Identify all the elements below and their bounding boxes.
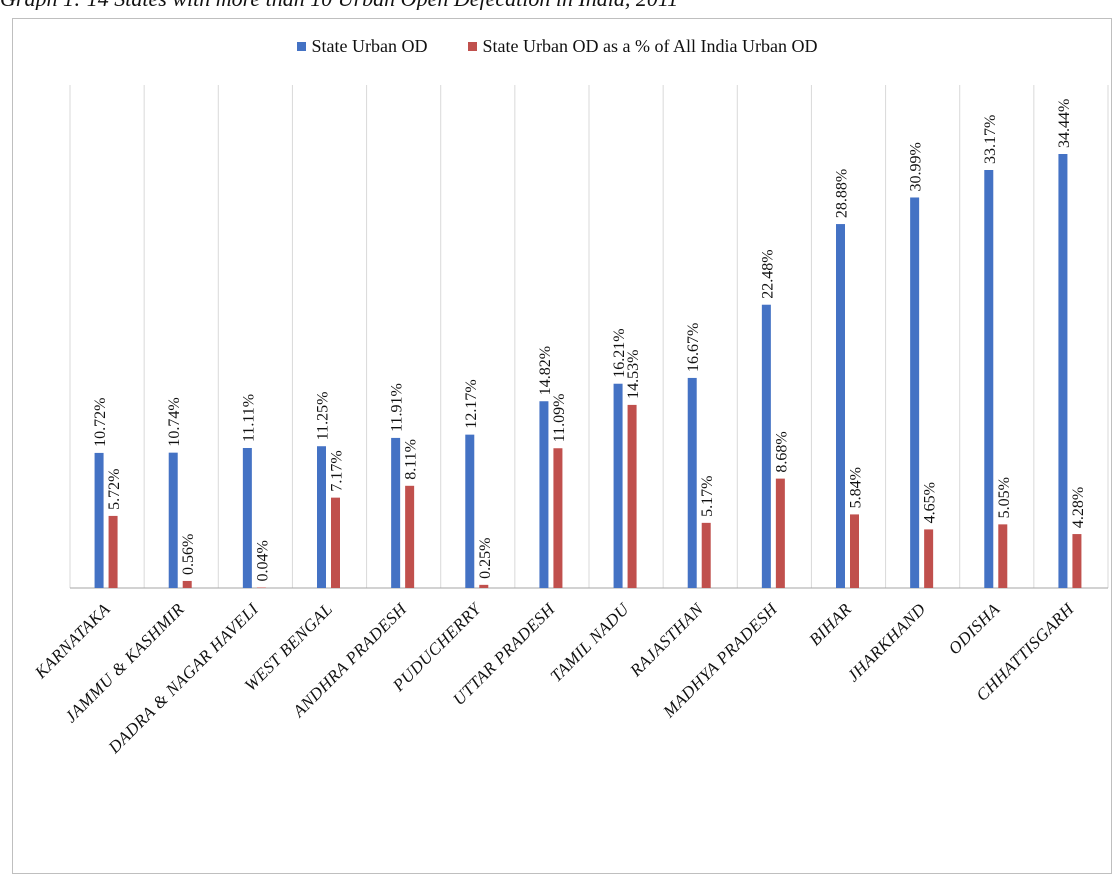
x-tick-label: JHARKHAND [843, 599, 929, 685]
data-label-series-2: 5.17% [699, 476, 716, 517]
data-label-series-1: 30.99% [908, 142, 925, 191]
data-label-series-2: 4.65% [922, 482, 939, 523]
data-label-series-1: 10.74% [166, 397, 183, 446]
data-label-series-1: 33.17% [982, 115, 999, 164]
data-label-series-1: 16.21% [611, 328, 628, 377]
bar-series-1 [984, 170, 994, 588]
legend-label-series-1: State Urban OD [311, 35, 428, 56]
data-label-series-1: 11.11% [240, 394, 257, 442]
bar-series-2 [998, 524, 1008, 588]
legend-swatch-series-1 [296, 41, 306, 51]
bar-series-2 [850, 514, 859, 588]
data-label-series-1: 34.44% [1056, 99, 1073, 148]
data-label-series-2: 5.05% [996, 477, 1013, 518]
bar-series-1 [317, 446, 326, 588]
bar-series-2 [108, 515, 118, 588]
data-label-series-2: 0.25% [477, 538, 494, 579]
x-tick-label: DADRA & NAGAR HAVELI [104, 599, 263, 758]
data-label-series-1: 14.82% [537, 346, 554, 395]
data-label-series-1: 16.67% [685, 323, 702, 372]
chart-legend: State Urban OD State Urban OD as a % of … [0, 34, 1114, 58]
data-label-series-1: 12.17% [463, 379, 480, 428]
bar-series-1 [94, 452, 104, 588]
data-label-series-1: 22.48% [759, 249, 776, 298]
data-label-series-1: 10.72% [92, 398, 109, 447]
data-label-series-2: 0.56% [180, 534, 197, 575]
legend-swatch-series-2 [467, 41, 477, 51]
bar-series-1 [836, 224, 845, 588]
data-label-series-2: 8.11% [403, 439, 420, 480]
data-label-series-2: 8.68% [773, 431, 790, 472]
bar-series-2 [924, 529, 934, 588]
bar-series-2 [1072, 534, 1082, 588]
bar-series-1 [613, 383, 623, 588]
chart-caption: Graph 1: 14 States with more than 10 Urb… [0, 0, 1114, 10]
x-tick-label: ODISHA [945, 599, 1004, 658]
legend-label-series-2: State Urban OD as a % of All India Urban… [482, 35, 818, 56]
data-label-series-2: 14.53% [625, 350, 642, 399]
bar-series-2 [775, 478, 785, 588]
bar-series-2 [256, 587, 266, 588]
data-label-series-2: 7.17% [329, 450, 346, 491]
chart-frame [12, 18, 1112, 874]
data-label-series-1: 28.88% [834, 169, 851, 218]
bar-series-2 [182, 580, 192, 588]
bar-series-2 [479, 584, 489, 588]
bar-series-2 [405, 485, 415, 588]
legend-item-series-2: State Urban OD as a % of All India Urban… [467, 35, 818, 57]
bar-series-1 [242, 447, 252, 588]
bar-series-2 [627, 404, 637, 588]
data-label-series-2: 0.04% [254, 540, 271, 581]
bar-series-1 [391, 437, 401, 588]
x-tick-label: BIHAR [805, 599, 855, 649]
data-label-series-2: 4.28% [1070, 487, 1087, 528]
bar-series-1 [761, 304, 771, 588]
bar-series-2 [553, 448, 563, 588]
bar-series-2 [331, 497, 340, 588]
bar-series-1 [910, 197, 920, 588]
bar-series-1 [465, 434, 475, 588]
data-label-series-2: 11.09% [551, 394, 568, 443]
bar-series-1 [539, 401, 549, 588]
x-tick-label: TAMIL NADU [547, 599, 634, 686]
bar-series-2 [701, 522, 711, 588]
data-label-series-1: 11.91% [389, 383, 406, 432]
bar-series-1 [1058, 154, 1068, 588]
data-label-series-2: 5.72% [106, 469, 123, 510]
legend-item-series-1: State Urban OD [296, 35, 428, 57]
data-label-series-2: 5.84% [848, 467, 865, 508]
bar-series-1 [168, 452, 178, 588]
bar-series-1 [687, 377, 697, 588]
x-tick-label: RAJASTHAN [626, 599, 708, 681]
x-tick-label: KARNATAKA [30, 599, 114, 683]
data-label-series-1: 11.25% [315, 391, 332, 440]
